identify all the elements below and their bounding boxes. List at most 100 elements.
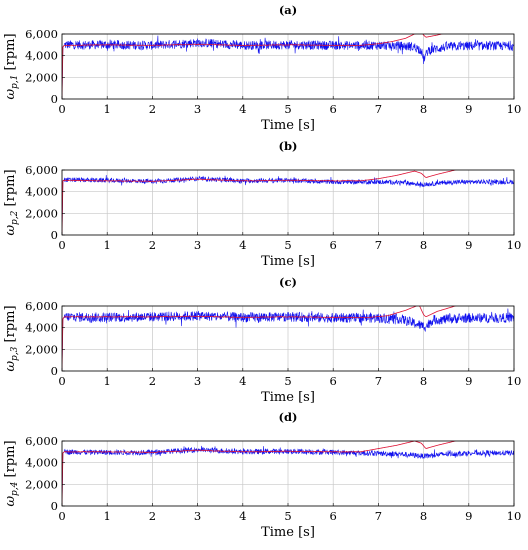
y-tick-label: 2,000 (25, 206, 58, 220)
series-line-red (62, 170, 457, 235)
x-tick-label: 6 (330, 102, 337, 116)
chart-title: (c) (279, 275, 297, 289)
x-tick-label: 4 (239, 102, 246, 116)
y-label-symbol: ω (3, 361, 18, 372)
x-tick-label: 5 (284, 374, 291, 388)
y-tick-label: 4,000 (25, 185, 58, 199)
x-tick-label: 5 (284, 102, 291, 116)
x-tick-label: 6 (330, 509, 337, 523)
x-tick-label: 9 (465, 374, 472, 388)
x-tick-label: 8 (420, 374, 427, 388)
x-axis-label: Time [s] (261, 390, 315, 405)
x-tick-label: 10 (507, 509, 522, 523)
x-tick-label: 3 (194, 102, 201, 116)
series-group (62, 441, 514, 506)
x-tick-label: 2 (149, 238, 156, 252)
x-tick-label: 6 (330, 238, 337, 252)
series-line-red (62, 441, 457, 506)
x-tick-label: 7 (375, 238, 382, 252)
x-tick-label: 6 (330, 374, 337, 388)
chart-panel-2: (b) 0 1 2 3 4 5 6 7 8 9 10 0 2,000 4,000 6,000 Time [s] ω… (3, 139, 521, 269)
series-group (62, 306, 514, 371)
x-tick-label: 2 (149, 102, 156, 116)
series-line-blue (62, 445, 514, 506)
x-tick-label: 2 (149, 509, 156, 523)
x-tick-label: 9 (465, 509, 472, 523)
x-tick-label: 10 (507, 374, 522, 388)
series-line-red (62, 34, 444, 99)
y-axis-label: ωp,4 [rpm] (3, 440, 20, 506)
y-label-symbol: ω (3, 89, 18, 100)
chart-panel-1: (a) 0 1 2 3 4 5 6 7 8 9 10 0 2,000 4,000 6,000 Time [s] ω… (3, 3, 521, 133)
x-axis-label: Time [s] (261, 118, 315, 133)
x-tick-label: 4 (239, 374, 246, 388)
x-tick-label: 10 (507, 102, 522, 116)
x-tick-label: 1 (104, 102, 111, 116)
y-tick-label: 6,000 (25, 299, 58, 313)
y-axis-label: ωp,1 [rpm] (3, 33, 20, 99)
series-line-blue (62, 308, 514, 371)
x-tick-label: 3 (194, 509, 201, 523)
y-axis-label: ωp,2 [rpm] (3, 169, 20, 235)
x-tick-label: 4 (239, 238, 246, 252)
x-tick-label: 7 (375, 374, 382, 388)
chart-panel-3: (c) 0 1 2 3 4 5 6 7 8 9 10 0 2,000 4,000 6,000 Time [s] ω… (3, 275, 521, 405)
x-tick-label: 7 (375, 509, 382, 523)
y-label-subscript: p,2 (10, 210, 20, 225)
x-tick-label: 1 (104, 509, 111, 523)
x-tick-label: 0 (58, 102, 65, 116)
y-tick-label: 6,000 (25, 434, 58, 448)
x-tick-label: 3 (194, 238, 201, 252)
y-tick-label: 2,000 (25, 342, 58, 356)
y-label-symbol: ω (3, 496, 18, 507)
chart-title: (a) (279, 3, 297, 17)
y-tick-label: 0 (51, 364, 58, 378)
series-line-red (62, 306, 457, 371)
y-tick-label: 2,000 (25, 70, 58, 84)
y-tick-label: 2,000 (25, 477, 58, 491)
y-label-subscript: p,3 (10, 346, 20, 361)
y-tick-label: 6,000 (25, 27, 58, 41)
x-tick-label: 1 (104, 238, 111, 252)
y-tick-label: 0 (51, 499, 58, 513)
chart-title: (d) (279, 410, 298, 424)
y-tick-label: 0 (51, 228, 58, 242)
y-label-subscript: p,1 (10, 75, 20, 89)
y-label-symbol: ω (3, 225, 18, 236)
y-tick-label: 4,000 (25, 49, 58, 63)
y-label-unit: [rpm] (3, 305, 18, 346)
x-tick-label: 1 (104, 374, 111, 388)
x-tick-label: 8 (420, 238, 427, 252)
y-tick-label: 0 (51, 92, 58, 106)
x-tick-label: 0 (58, 509, 65, 523)
x-tick-label: 8 (420, 102, 427, 116)
x-axis-label: Time [s] (261, 525, 315, 540)
chart-title: (b) (279, 139, 298, 153)
x-tick-label: 5 (284, 238, 291, 252)
y-tick-label: 4,000 (25, 321, 58, 335)
x-tick-label: 4 (239, 509, 246, 523)
x-tick-label: 9 (465, 102, 472, 116)
x-axis-label: Time [s] (261, 254, 315, 269)
y-tick-label: 6,000 (25, 163, 58, 177)
x-tick-label: 2 (149, 374, 156, 388)
x-tick-label: 0 (58, 374, 65, 388)
y-axis-label: ωp,3 [rpm] (3, 305, 20, 371)
y-tick-label: 4,000 (25, 456, 58, 470)
x-tick-label: 9 (465, 238, 472, 252)
series-group (62, 170, 514, 235)
y-label-unit: [rpm] (3, 440, 18, 481)
series-group (62, 34, 514, 99)
y-label-unit: [rpm] (3, 33, 18, 74)
x-tick-label: 3 (194, 374, 201, 388)
y-label-subscript: p,4 (10, 481, 20, 496)
y-label-unit: [rpm] (3, 169, 18, 210)
x-tick-label: 7 (375, 102, 382, 116)
x-tick-label: 0 (58, 238, 65, 252)
x-tick-label: 8 (420, 509, 427, 523)
x-tick-label: 5 (284, 509, 291, 523)
x-tick-label: 10 (507, 238, 522, 252)
chart-panel-4: (d) 0 1 2 3 4 5 6 7 8 9 10 0 2,000 4,000 6,000 Time [s] ω… (3, 410, 521, 540)
series-line-blue (62, 35, 514, 99)
